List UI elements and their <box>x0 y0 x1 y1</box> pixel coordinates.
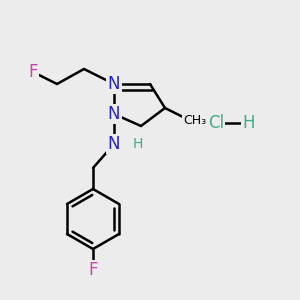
Text: F: F <box>88 261 98 279</box>
Text: N: N <box>108 75 120 93</box>
Text: H: H <box>243 114 255 132</box>
Text: F: F <box>28 63 38 81</box>
Text: H: H <box>133 137 143 151</box>
Text: CH₃: CH₃ <box>183 113 207 127</box>
Text: N: N <box>108 105 120 123</box>
Text: Cl: Cl <box>208 114 224 132</box>
Text: N: N <box>108 135 120 153</box>
